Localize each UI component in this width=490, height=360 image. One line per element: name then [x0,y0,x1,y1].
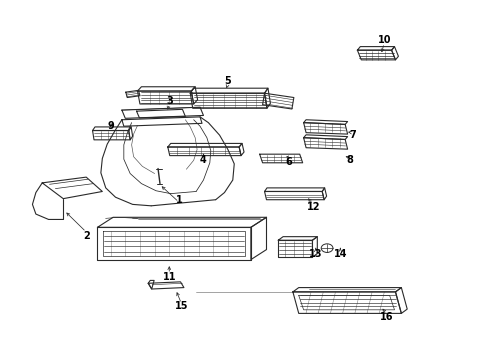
Text: 11: 11 [163,272,176,282]
Text: 2: 2 [83,231,90,240]
Text: 10: 10 [377,35,391,45]
Text: 12: 12 [307,202,320,212]
Text: 5: 5 [224,76,231,86]
Text: 4: 4 [200,155,207,165]
Text: 15: 15 [175,301,188,311]
Text: 8: 8 [346,155,353,165]
Text: 7: 7 [349,130,356,140]
Text: 1: 1 [175,195,182,205]
Text: 3: 3 [166,96,172,106]
Text: 16: 16 [380,312,393,322]
Text: 9: 9 [107,121,114,131]
Text: 13: 13 [309,248,322,258]
Text: 14: 14 [334,248,347,258]
Text: 6: 6 [286,157,293,167]
